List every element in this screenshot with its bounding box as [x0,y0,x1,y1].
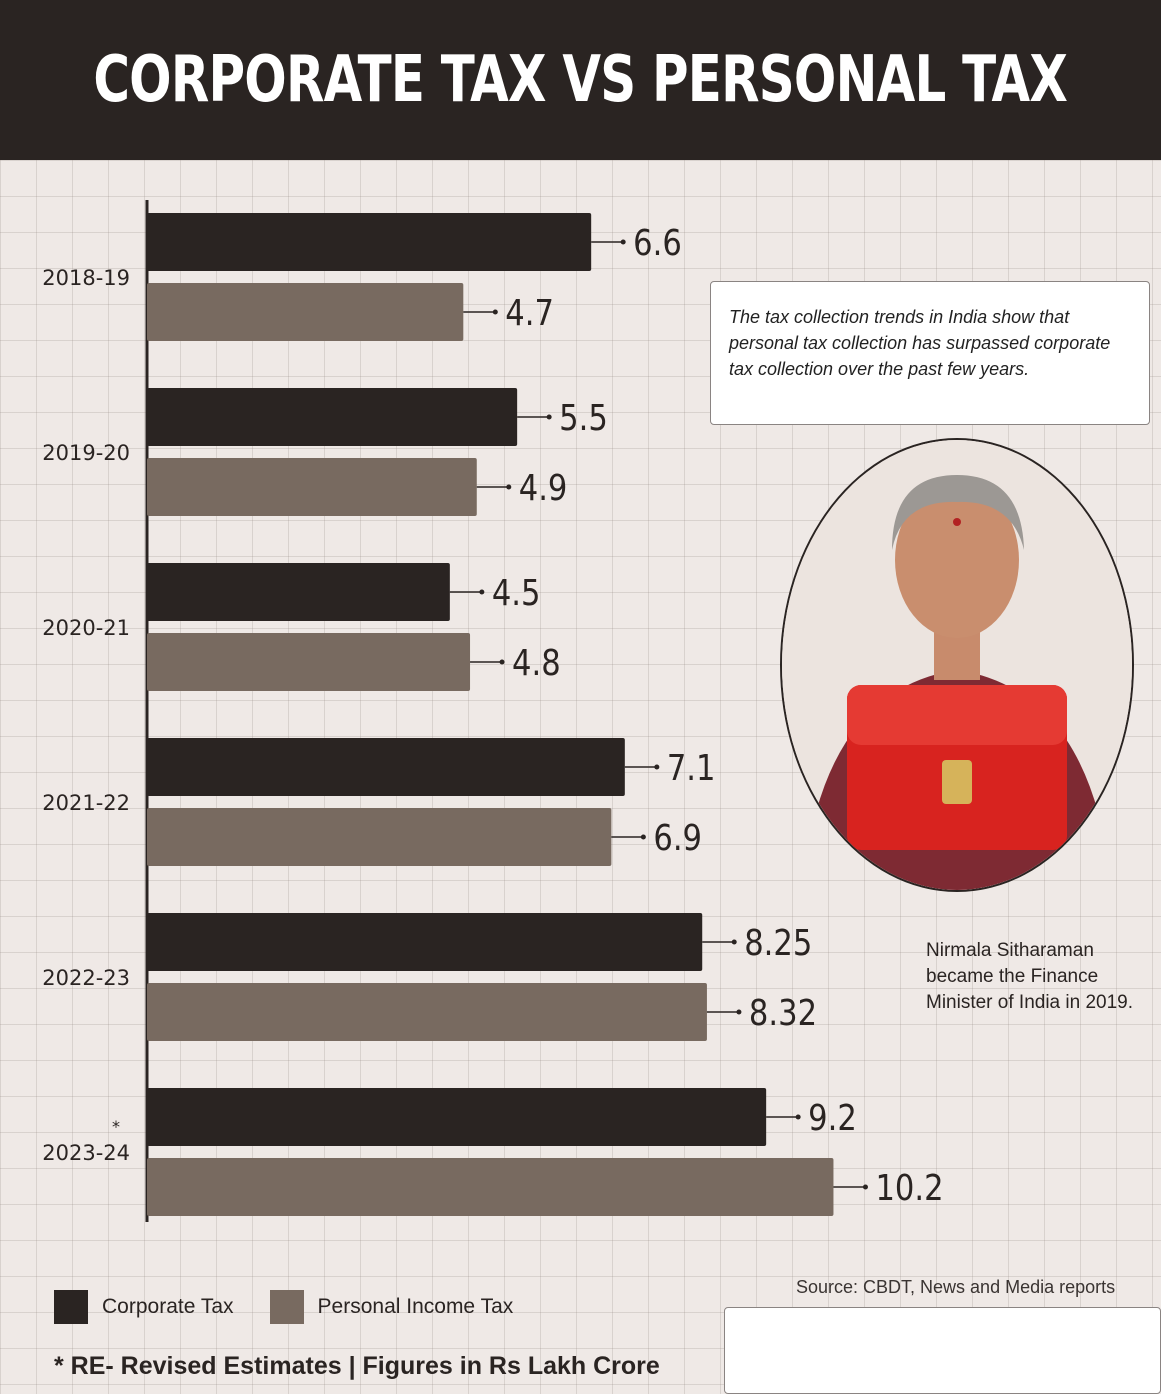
leader-dot [640,834,646,840]
data-label: 6.9 [653,817,702,859]
category-label: 2021-22 [42,791,130,815]
leader-dot [492,309,498,315]
source-text: Source: CBDT, News and Media reports [796,1277,1116,1297]
data-label: 10.2 [875,1167,943,1209]
data-label: 4.8 [512,642,561,684]
portrait-illustration [782,440,1132,890]
legend-swatch-personal [269,1290,304,1324]
bar [147,213,592,271]
bar [147,633,471,691]
bar [147,283,464,341]
leader-dot [546,414,552,420]
category-label: 2019-20 [42,441,130,465]
bar [147,458,477,516]
legend-personal: Personal Income Tax [269,1290,514,1324]
note-box: The tax collection trends in India show … [710,281,1150,425]
leader-dot [499,659,505,665]
data-label: 8.25 [744,922,812,964]
bar [147,983,707,1041]
data-label: 5.5 [559,397,608,439]
bottom-box [724,1307,1161,1394]
data-label: 9.2 [808,1097,857,1139]
category-label: 2018-19 [42,266,130,290]
data-label: 4.9 [519,467,568,509]
legend-label-personal: Personal Income Tax [317,1295,514,1318]
bar [147,1158,834,1216]
page-title: CORPORATE TAX VS PERSONAL TAX [93,43,1068,117]
leader-dot [479,589,485,595]
bar [147,563,450,621]
category-label: 2023-24 [42,1141,130,1165]
leader-dot [736,1009,742,1015]
leader-dot [654,764,660,770]
bars-layer: 2018-19 6.6 4.7 2019-20 5.5 4.9 2020-21 4.5 4.8 2… [42,200,944,1222]
legend-label-corporate: Corporate Tax [102,1295,234,1318]
category-label: 2020-21 [42,616,130,640]
header: CORPORATE TAX VS PERSONAL TAX [0,0,1161,160]
finance-minister-photo [780,438,1134,892]
caption: Nirmala Sitharaman became the Finance Mi… [926,940,1134,1013]
leader-dot [731,939,737,945]
data-label: 8.32 [749,992,817,1034]
data-label: 7.1 [667,747,716,789]
bar [147,388,518,446]
leader-dot [506,484,512,490]
footnote: * RE- Revised Estimates | Figures in Rs … [54,1352,660,1380]
category-label: 2022-23 [42,966,130,990]
bar [147,913,703,971]
bar [147,1088,767,1146]
leader-dot [862,1184,868,1190]
bar-chart: 2018-19 6.6 4.7 2019-20 5.5 4.9 2020-21 4.5 4.8 2… [42,200,944,1222]
note-text: The tax collection trends in India show … [729,307,1111,379]
legend-corporate: Corporate Tax [54,1290,234,1324]
leader-dot [795,1114,801,1120]
legend-swatch-corporate [54,1290,88,1324]
leader-dot [620,239,626,245]
data-label: 4.5 [492,572,541,614]
legend: Corporate Tax Personal Income Tax [54,1290,549,1324]
category-mark: * [112,1117,120,1136]
data-label: 6.6 [633,222,682,264]
data-label: 4.7 [505,292,554,334]
bar [147,738,625,796]
bar [147,808,612,866]
